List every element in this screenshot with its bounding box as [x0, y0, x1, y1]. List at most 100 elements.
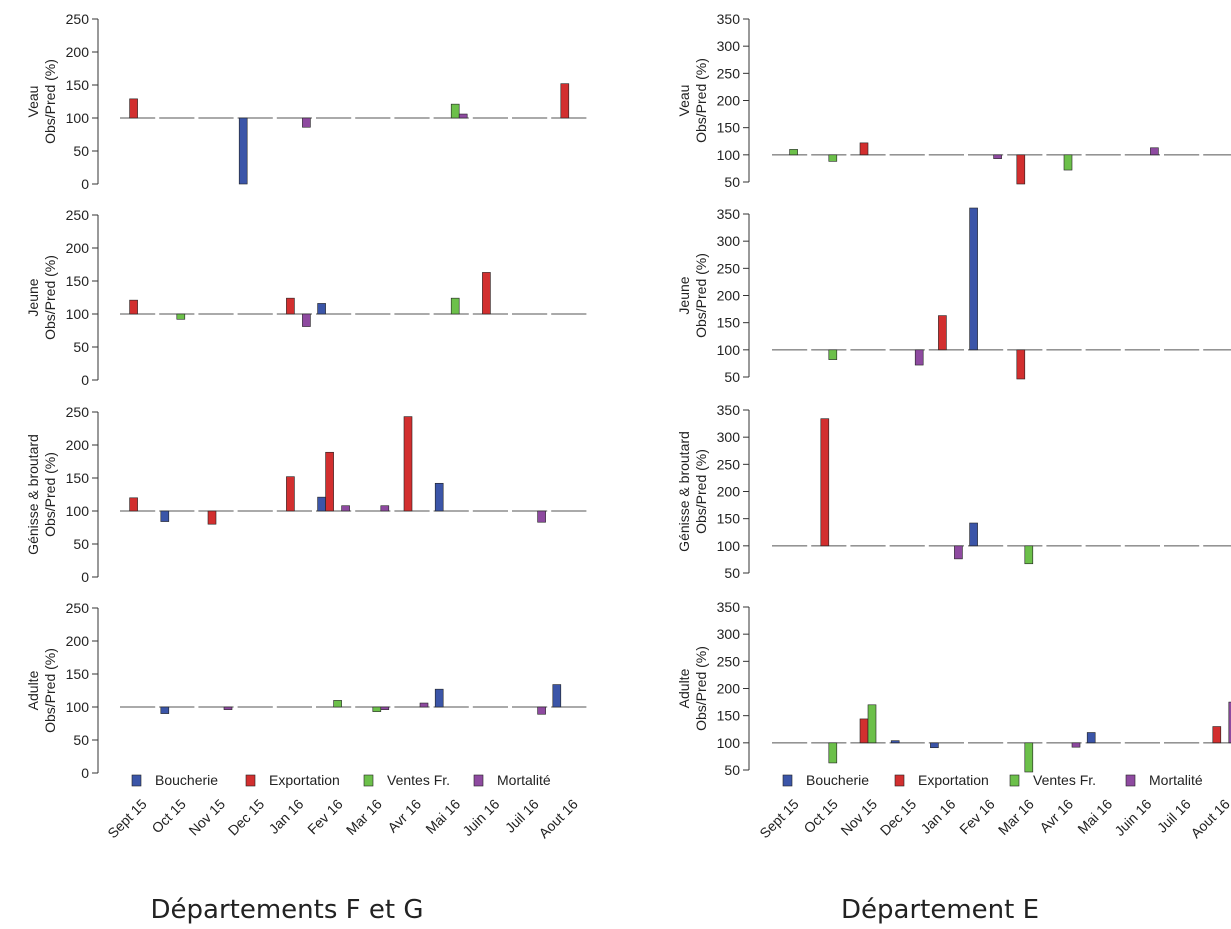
x-tick-label: Mai 16	[1074, 796, 1115, 837]
legend-swatch	[1009, 774, 1020, 787]
x-tick-label: Avr 16	[1036, 796, 1076, 836]
y-tick-label: 250	[66, 404, 90, 420]
bar-ventes-fr-	[867, 704, 877, 744]
y-tick-label: 50	[73, 339, 89, 355]
bar-mortalit-	[1228, 701, 1231, 744]
y-axis-label: AdulteObs/Pred (%)	[676, 646, 709, 731]
bar-boucherie	[969, 207, 978, 351]
y-tick-label: 100	[66, 306, 90, 322]
legend-label: Mortalité	[497, 772, 551, 788]
y-tick-label: 0	[81, 176, 89, 192]
bar-boucherie	[434, 482, 444, 512]
bar-exportation	[560, 83, 570, 119]
y-tick-label: 50	[73, 143, 89, 159]
y-axis-label: JeuneObs/Pred (%)	[25, 255, 58, 340]
y-tick-label: 150	[66, 77, 90, 93]
y-tick-label: 200	[66, 44, 90, 60]
bar-ventes-fr-	[828, 154, 838, 162]
x-tick-label: Jan 16	[917, 796, 958, 837]
bar-mortalit-	[419, 702, 429, 708]
bar-boucherie	[317, 303, 326, 315]
y-tick-label: 250	[717, 260, 741, 276]
legend-label: Ventes Fr.	[1033, 772, 1096, 788]
y-tick-label: 350	[717, 11, 741, 27]
y-axis-label: Génisse & broutardObs/Pred (%)	[25, 434, 58, 555]
bar-mortalit-	[537, 706, 546, 715]
subplot-1: 0 50 100 150 200 250 VeauObs/Pred (%)	[25, 11, 587, 192]
y-tick-label: 100	[717, 538, 741, 554]
y-tick-label: 250	[66, 11, 90, 27]
legend-label: Boucherie	[806, 772, 869, 788]
legend: Boucherie Exportation Ventes Fr. Mortalité	[782, 772, 1203, 788]
bar-ventes-fr-	[1024, 545, 1034, 565]
x-tick-label: Mar 16	[343, 796, 385, 838]
x-tick-label: Nov 15	[185, 796, 228, 839]
x-tick-label: Jan 16	[265, 796, 306, 837]
y-tick-label: 50	[724, 762, 740, 778]
bar-mortalit-	[223, 706, 233, 710]
y-tick-label: 150	[717, 708, 741, 724]
bar-mortalit-	[537, 510, 546, 523]
bar-boucherie	[317, 496, 326, 512]
bar-ventes-fr-	[1063, 154, 1073, 171]
y-tick-label: 300	[717, 38, 741, 54]
y-tick-label: 0	[81, 569, 89, 585]
bar-mortalit-	[954, 545, 963, 560]
subplot-1: 50 100 150 200 250 300 350 VeauObs/Pred (%)	[676, 11, 1231, 190]
bar-exportation	[1016, 154, 1026, 185]
y-tick-label: 250	[717, 65, 741, 81]
y-tick-label: 150	[66, 273, 90, 289]
y-tick-label: 200	[66, 633, 90, 649]
bar-ventes-fr-	[372, 706, 382, 712]
x-tick-label: Juin 16	[1111, 796, 1154, 839]
y-tick-label: 0	[81, 765, 89, 781]
y-tick-label: 200	[66, 240, 90, 256]
bar-exportation	[129, 299, 138, 315]
x-tick-label: Aout 16	[1187, 796, 1231, 842]
bar-exportation	[859, 718, 869, 744]
bar-ventes-fr-	[176, 313, 186, 320]
x-tick-label: Avr 16	[384, 796, 424, 836]
bar-boucherie	[930, 742, 939, 749]
y-tick-label: 200	[717, 484, 741, 500]
x-tick-label: Oct 15	[800, 796, 841, 837]
panel-title-right: Département E	[840, 895, 1040, 925]
bar-mortalit-	[1150, 147, 1159, 156]
bar-exportation	[859, 142, 869, 156]
y-tick-label: 100	[717, 342, 741, 358]
legend-swatch	[894, 774, 905, 787]
legend-swatch	[1125, 774, 1136, 787]
x-tick-label: Sept 15	[104, 796, 150, 842]
x-tick-label: Sept 15	[756, 796, 802, 842]
y-tick-label: 50	[724, 565, 740, 581]
subplot-3: 0 50 100 150 200 250 Génisse & broutardObs/Pre…	[25, 404, 587, 585]
bar-ventes-fr-	[333, 700, 342, 708]
bar-mortalit-	[1071, 742, 1081, 748]
y-axis-label-line: Obs/Pred (%)	[42, 452, 58, 537]
legend-label: Exportation	[918, 772, 989, 788]
legend-label: Ventes Fr.	[387, 772, 450, 788]
subplot-2: 0 50 100 150 200 250 JeuneObs/Pred (%)	[25, 207, 587, 388]
y-tick-label: 150	[717, 511, 741, 527]
y-axis-label: Génisse & broutardObs/Pred (%)	[676, 431, 709, 552]
bar-ventes-fr-	[1024, 742, 1034, 773]
bar-exportation	[482, 272, 491, 315]
y-tick-label: 250	[66, 207, 90, 223]
y-axis-label: VeauObs/Pred (%)	[676, 58, 709, 143]
bar-exportation	[325, 451, 334, 512]
y-axis-label-line: Obs/Pred (%)	[42, 648, 58, 733]
y-tick-label: 100	[66, 503, 90, 519]
subplot-4: 0 50 100 150 200 250 AdulteObs/Pred (%)	[25, 600, 587, 781]
y-axis-label-line: Obs/Pred (%)	[693, 253, 709, 338]
y-tick-label: 150	[717, 315, 741, 331]
y-tick-label: 100	[717, 735, 741, 751]
y-axis-label-line: Adulte	[25, 670, 41, 710]
bar-exportation	[938, 315, 947, 351]
subplot-2: 50 100 150 200 250 300 350 JeuneObs/Pred (%)	[676, 206, 1231, 385]
bar-boucherie	[552, 684, 562, 708]
bar-exportation	[286, 297, 295, 315]
y-tick-label: 50	[724, 174, 740, 190]
legend-label: Mortalité	[1149, 772, 1203, 788]
legend-swatch	[131, 774, 142, 787]
